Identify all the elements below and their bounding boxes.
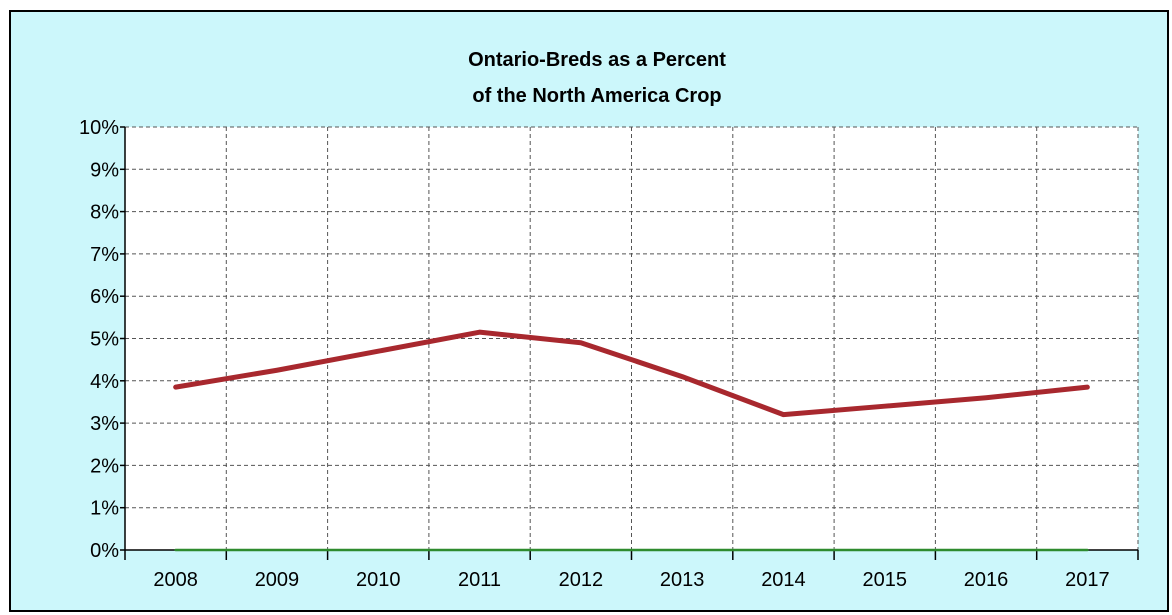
x-tick-label: 2017 (1065, 569, 1110, 591)
y-tick-label: 2% (90, 455, 119, 477)
y-tick-label: 1% (90, 498, 119, 520)
x-tick-label: 2008 (153, 569, 198, 591)
x-tick-label: 2012 (559, 569, 604, 591)
x-tick-label: 2011 (458, 569, 501, 591)
x-tick-label: 2010 (356, 569, 401, 591)
gridlines (125, 126, 1139, 550)
x-tick-label: 2009 (255, 569, 300, 591)
y-tick-label: 9% (90, 159, 119, 181)
chart-title-line-1: Ontario-Breds as a Percent (468, 49, 726, 71)
y-tick-labels: 0% 1% 2% 3% 4% 5% 6% 7% 8% 9% 10% (79, 117, 119, 562)
series-lines (173, 329, 1090, 552)
y-tick-label: 5% (90, 329, 119, 351)
x-tick-label: 2014 (761, 569, 806, 591)
x-tick-labels: 2008 2009 2010 2011 2012 2013 2014 2015 2016 2017 (153, 569, 1109, 591)
y-tick-label: 0% (90, 540, 119, 562)
y-tick-label: 7% (90, 244, 119, 266)
y-tick-label: 3% (90, 413, 119, 435)
x-tick-label: 2015 (863, 569, 908, 591)
series-line-1 (173, 329, 1090, 418)
y-tick-label: 10% (79, 117, 119, 139)
top-strip (0, 0, 1172, 10)
x-tick-label: 2016 (964, 569, 1009, 591)
y-tick-label: 8% (90, 202, 119, 224)
chart-title-line-2: of the North America Crop (472, 85, 721, 107)
y-tick-label: 4% (90, 371, 119, 393)
x-tick-label: 2013 (660, 569, 705, 591)
y-tick-label: 6% (90, 286, 119, 308)
